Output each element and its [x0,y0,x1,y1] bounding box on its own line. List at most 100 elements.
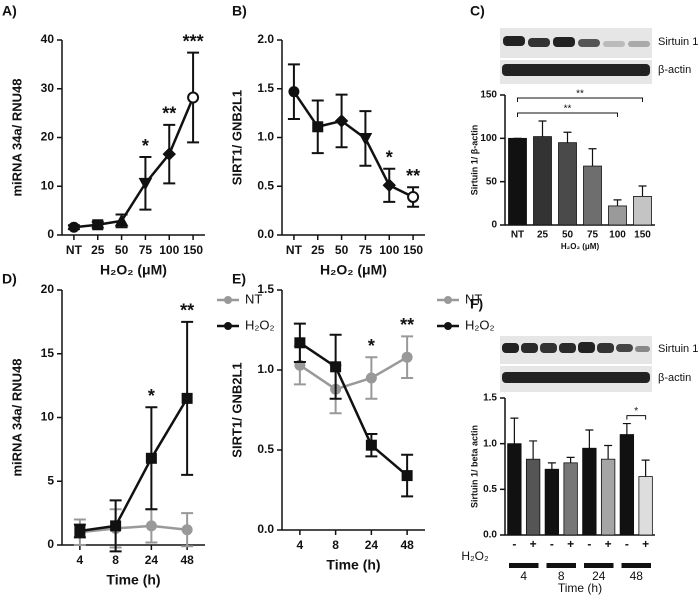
error-bar [529,440,538,460]
bracket [517,97,643,102]
line [299,356,408,391]
blot-band [502,64,650,76]
y-axis-label: miRNA 34a/ RNU48 [9,78,24,196]
marker [382,178,396,192]
blot-band [528,38,550,47]
error-bar [641,459,650,477]
bar [508,137,527,226]
blot-sep [500,58,652,60]
group-label: 24 [592,569,606,583]
y-tick-label: 0.0 [483,530,497,541]
annotation: ** [400,315,414,335]
y-tick-label: 0.0 [257,227,274,241]
marker [334,114,349,128]
annotation: * [386,147,393,167]
marker [181,392,193,404]
x-tick-label: 100 [159,243,179,257]
blot-band [502,343,519,353]
y-axis-label: SIRT1/ GNB2L1 [229,362,244,457]
x-tick-label: + [642,537,649,551]
blot-band [597,343,614,353]
blot-band [578,39,600,47]
x-tick-label: 25 [311,243,325,257]
x-axis-label: Time (h) [558,581,602,595]
x-tick-label: 25 [537,230,549,241]
y-tick-label: 20 [41,282,55,296]
blot-sep [500,364,652,366]
x-axis-label: H₂O₂ (μM) [100,262,167,278]
panel-label: D) [2,271,17,287]
marker [294,337,306,349]
y-tick-label: 1.5 [257,81,274,95]
marker [74,525,86,537]
bar [583,165,602,226]
x-tick-label: 75 [359,243,373,257]
y-tick-label: 0 [491,220,497,231]
marker [330,361,342,373]
y-tick-label: 2.0 [257,32,274,46]
y-tick-label: 20 [41,130,55,144]
marker [365,372,377,384]
group-bar [509,563,539,568]
marker [401,351,413,363]
x-axis-label: Time (h) [106,572,160,588]
x-tick-label: NT [511,230,524,241]
bracket [517,112,618,117]
blot-band [578,342,595,353]
x-tick-label: 8 [112,553,119,567]
error-bar [622,422,631,435]
bar [533,136,552,226]
error-bar [547,462,556,470]
x-tick-label: 50 [562,230,574,241]
bar [600,458,616,536]
y-tick-label: 0.0 [257,522,274,536]
blot-label: β-actin [658,372,691,384]
x-axis-label: H₂O₂ (μM) [561,242,600,251]
line [292,90,414,199]
x-tick-label: NT [286,243,303,257]
marker [138,177,153,191]
x-tick-label: 8 [332,538,339,552]
x-tick-label: 75 [139,243,153,257]
error-bar [604,444,613,460]
annotation: ** [162,104,176,124]
bracket [626,415,647,420]
y-tick-label: 0.5 [483,484,497,495]
x-tick-label: 75 [587,230,599,241]
legend-label: H₂O₂ [245,317,275,332]
annotation: ** [576,89,584,100]
x-axis-label: H₂O₂ (μM) [320,262,387,278]
marker [365,439,377,451]
blot-label: Sirtuin 1 [658,343,698,355]
annotation: * [634,406,638,417]
blot-band [616,344,633,352]
x-tick-label: 4 [77,553,84,567]
legend-marker [444,296,452,304]
marker [110,520,122,532]
y-tick-label: 0 [47,537,54,551]
y-tick-label: 0 [47,227,54,241]
x-tick-label: - [587,537,591,551]
marker [181,524,193,536]
bar [638,476,653,536]
legend-label: NT [245,291,262,306]
y-tick-label: 30 [41,81,55,95]
x-tick-label: 4 [297,538,304,552]
bar [525,458,541,536]
blot-band [503,36,525,46]
error-bar [563,131,572,143]
x-tick-label: 100 [609,230,626,241]
legend-marker [224,296,232,304]
legend-marker [224,322,232,330]
panel-label: F) [470,296,483,312]
y-tick-label: 0.5 [257,442,274,456]
marker [358,132,373,146]
blot-f [500,336,652,392]
annotation: *** [183,31,204,51]
x-tick-label: - [625,537,629,551]
line [299,341,408,477]
x-tick-label: 48 [180,553,194,567]
x-tick-label: - [550,537,554,551]
